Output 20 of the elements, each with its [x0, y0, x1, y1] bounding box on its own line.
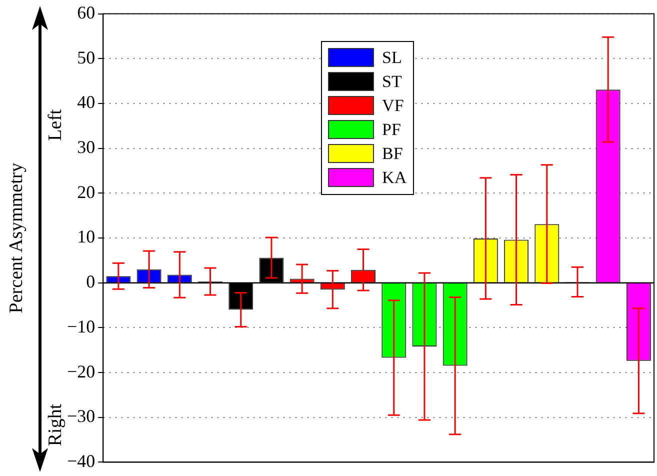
y-tick-label: 10: [77, 226, 96, 247]
y-tick-label: 40: [77, 92, 96, 112]
y-tick-label: 50: [77, 47, 96, 68]
legend-label: PF: [382, 120, 401, 140]
y-tick-label: −40: [66, 450, 96, 471]
text: Left: [45, 109, 67, 141]
y-tick-label: −20: [66, 361, 96, 382]
legend-label: KA: [382, 168, 407, 188]
legend-label: SL: [382, 48, 402, 68]
y-tick-label: −10: [66, 316, 96, 336]
y-tick-label: 30: [77, 137, 96, 158]
text: Right: [45, 404, 67, 446]
y-tick-label: 60: [77, 2, 96, 23]
y-axis-title: Percent Asymmetry: [6, 162, 28, 314]
y-tick-label: 0: [86, 272, 96, 292]
y-tick-label: −30: [66, 406, 96, 426]
legend-label: BF: [382, 144, 403, 164]
legend-label: ST: [382, 72, 402, 92]
legend-label: VF: [382, 96, 404, 116]
y-tick-label: 20: [77, 182, 96, 202]
